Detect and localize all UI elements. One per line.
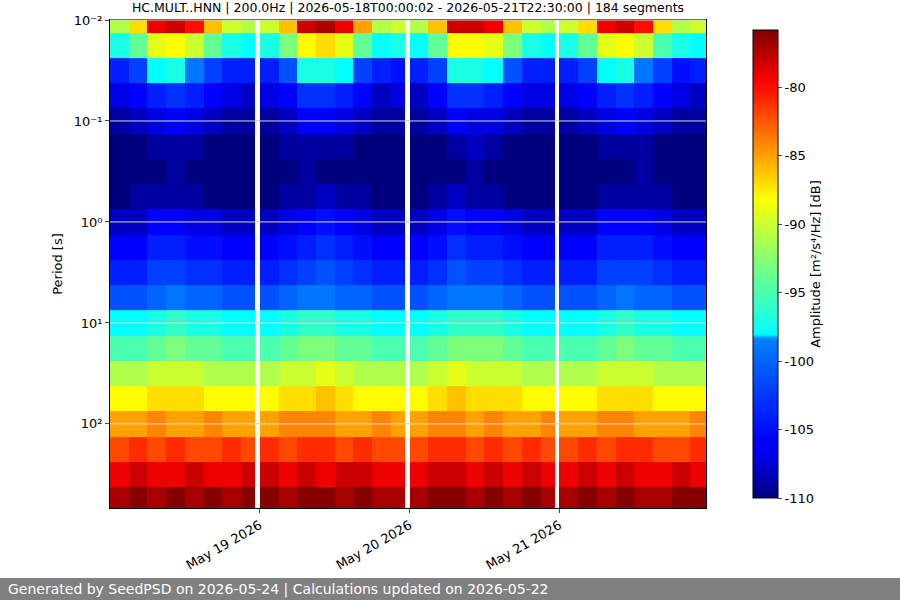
- svg-text:HC.MULT..HNN | 200.0Hz | 2026-: HC.MULT..HNN | 200.0Hz | 2026-05-18T00:0…: [132, 0, 684, 15]
- svg-text:-80: -80: [785, 80, 806, 95]
- svg-text:May 20 2026: May 20 2026: [333, 517, 414, 572]
- svg-text:May 21 2026: May 21 2026: [483, 517, 564, 572]
- html-text:Generated by SeedPSD on 2026-0: Generated by SeedPSD on 2026-05-24 | Cal…: [8, 581, 549, 597]
- svg-text:-105: -105: [785, 422, 815, 437]
- svg-text:-100: -100: [785, 354, 815, 369]
- svg-text:-85: -85: [785, 148, 806, 163]
- svg-text:Period [s]: Period [s]: [50, 233, 65, 295]
- svg-text:-90: -90: [785, 217, 806, 232]
- svg-text:10⁰: 10⁰: [81, 215, 103, 230]
- svg-text:-110: -110: [785, 491, 815, 506]
- svg-text:10¹: 10¹: [81, 316, 103, 331]
- svg-text:10⁻¹: 10⁻¹: [74, 114, 103, 129]
- svg-text:10²: 10²: [81, 416, 103, 431]
- svg-text:Amplitude [m²/s⁴/Hz] [dB]: Amplitude [m²/s⁴/Hz] [dB]: [808, 180, 823, 348]
- svg-text:May 19 2026: May 19 2026: [184, 517, 265, 572]
- svg-text:10⁻²: 10⁻²: [74, 13, 103, 28]
- svg-text:-95: -95: [785, 285, 806, 300]
